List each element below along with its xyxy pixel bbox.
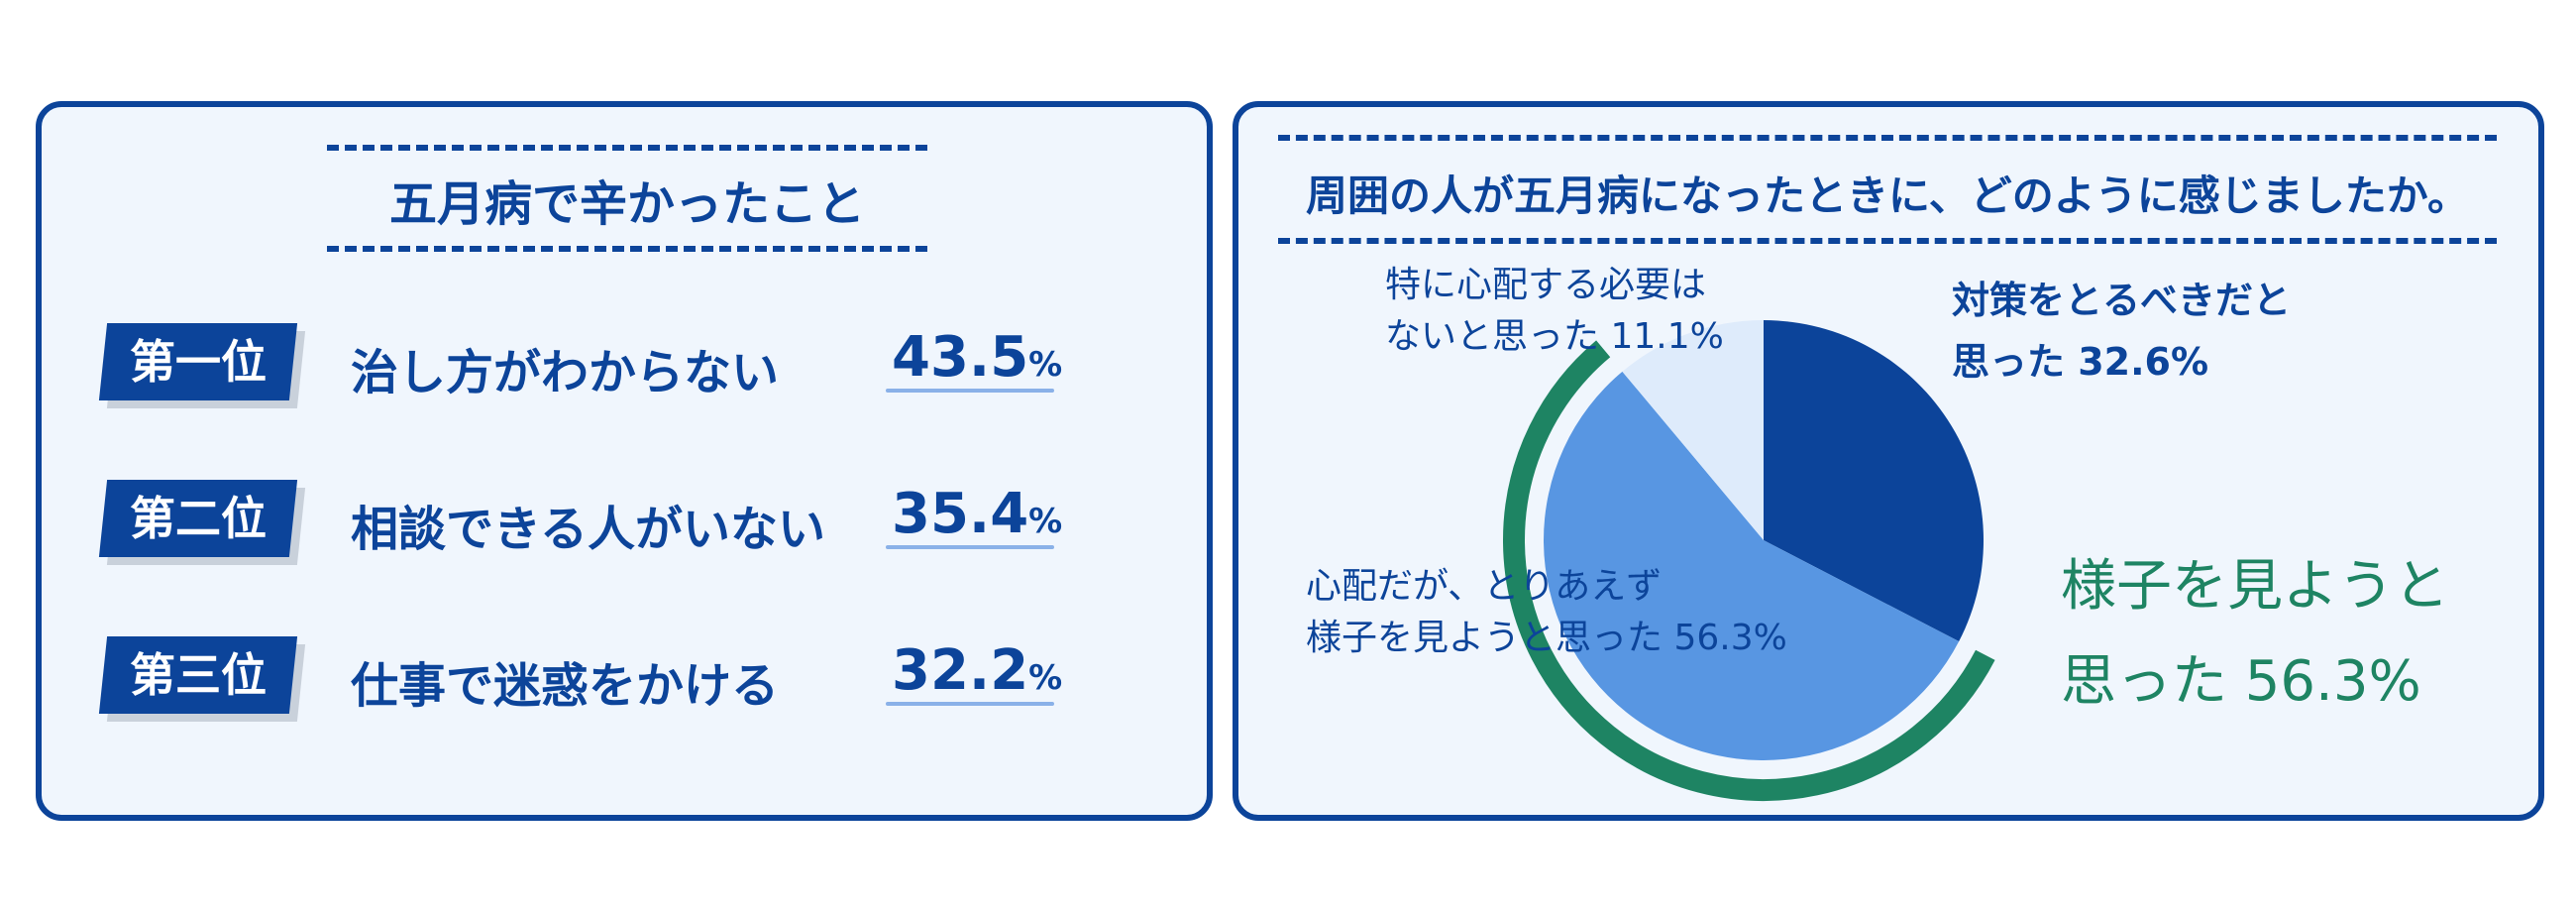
label-countermeasure: 対策をとるべきだと 思った 32.6% — [1952, 279, 2292, 384]
percent-underline — [886, 702, 1054, 706]
title-divider-bottom — [1278, 238, 2497, 244]
highlight-ring — [1503, 340, 1995, 801]
percent-underline — [886, 389, 1054, 393]
title-divider-top — [327, 145, 927, 151]
rank-percent-1: 43.5% — [892, 325, 1063, 390]
pie-slice — [1622, 320, 1764, 540]
pie-slice — [1764, 320, 1985, 642]
title-divider-bottom — [327, 246, 927, 252]
highlight-label: 様子を見ようと 思った 56.3% — [2061, 554, 2449, 714]
rank-percent-2: 35.4% — [892, 482, 1063, 546]
ranking-title: 五月病で辛かったこと — [388, 176, 865, 232]
rank-percent-3: 32.2% — [892, 638, 1063, 703]
rank-label-2: 相談できる人がいない — [351, 502, 826, 557]
rank-label-3: 仕事で迷惑をかける — [351, 658, 780, 714]
pie-chart-title: 周囲の人が五月病になったときに、どのように感じましたか。 — [1306, 171, 2469, 220]
percent-underline — [886, 545, 1054, 549]
label-wait-and-see: 心配だが、とりあえず 様子を見ようと思った 56.3% — [1306, 566, 1787, 658]
title-divider-top — [1278, 135, 2497, 141]
label-no-worry: 特に心配する必要は ないと思った 11.1% — [1385, 265, 1724, 357]
rank-label-1: 治し方がわからない — [351, 345, 780, 400]
pie-slice — [1544, 371, 1960, 760]
